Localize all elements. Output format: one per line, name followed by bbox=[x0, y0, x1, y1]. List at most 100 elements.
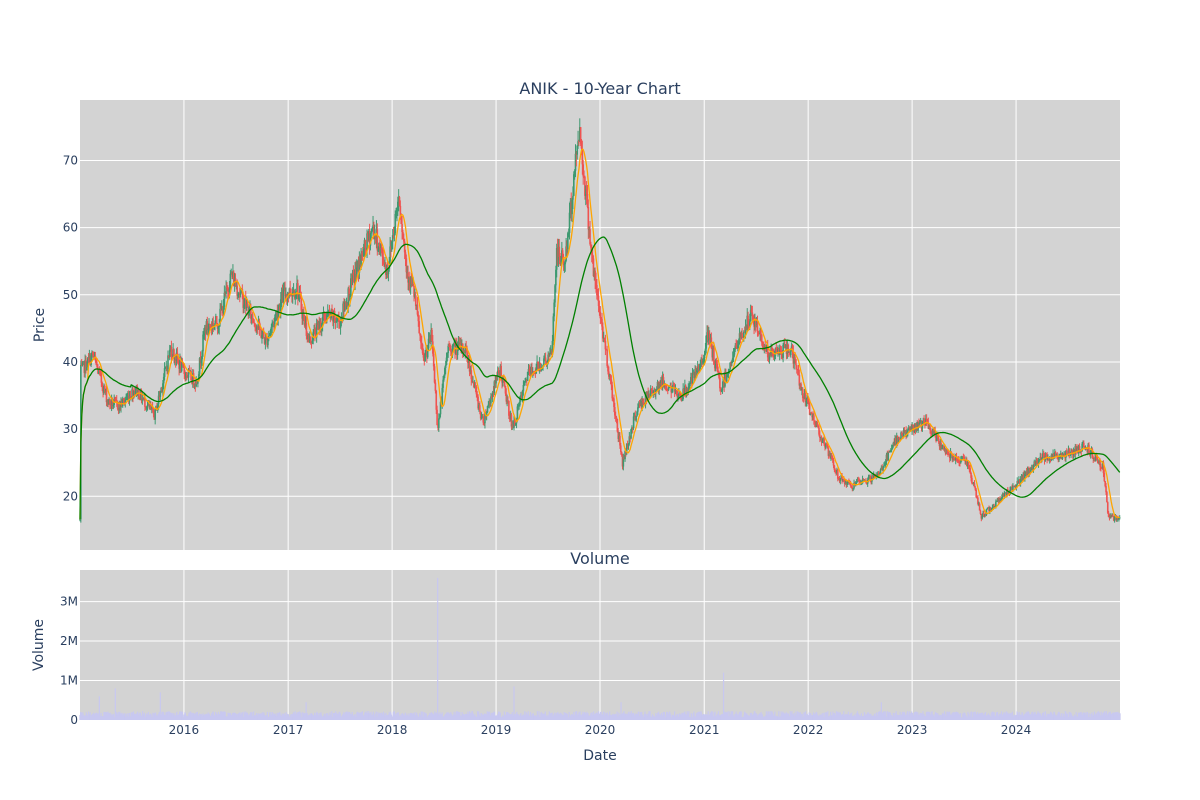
candle-body bbox=[815, 422, 818, 428]
candle-body bbox=[273, 317, 276, 325]
candle-body bbox=[516, 406, 519, 419]
candle-body bbox=[92, 354, 95, 357]
candle-body bbox=[951, 454, 954, 460]
candle-body bbox=[1036, 460, 1038, 462]
volume-bar bbox=[988, 714, 991, 720]
candle-body bbox=[792, 352, 795, 364]
candle-body bbox=[145, 407, 148, 409]
date-tick-label: 2024 bbox=[1001, 723, 1032, 737]
candle-body bbox=[845, 482, 848, 485]
candle-body bbox=[742, 337, 744, 339]
candle-body bbox=[880, 467, 883, 470]
candle-body bbox=[566, 246, 568, 249]
candle-body bbox=[226, 286, 228, 289]
candle-body bbox=[682, 388, 684, 399]
candle-body bbox=[443, 375, 445, 380]
candle-body bbox=[906, 431, 908, 435]
candle-body bbox=[788, 351, 790, 353]
candle-body bbox=[1118, 517, 1121, 519]
candle-body bbox=[942, 445, 944, 449]
volume-bar bbox=[1051, 712, 1053, 720]
candle-body bbox=[945, 452, 948, 454]
volume-bar bbox=[946, 711, 948, 720]
candle-body bbox=[905, 430, 907, 435]
candle-body bbox=[242, 293, 244, 308]
candle-body bbox=[896, 435, 899, 443]
candle-body bbox=[510, 414, 513, 427]
candle-body bbox=[195, 379, 197, 387]
candle-body bbox=[1025, 471, 1028, 476]
candle-body bbox=[565, 246, 567, 261]
candle-body bbox=[777, 349, 779, 354]
candle-body bbox=[96, 364, 98, 368]
candle-body bbox=[432, 341, 434, 354]
candle-body bbox=[965, 460, 968, 467]
candle-body bbox=[238, 293, 240, 295]
candle-body bbox=[391, 241, 393, 250]
candle-body bbox=[352, 272, 355, 276]
candle-body bbox=[519, 396, 521, 406]
candle-body bbox=[1027, 470, 1030, 475]
volume-bar bbox=[706, 714, 708, 720]
candle-body bbox=[712, 348, 714, 358]
candle-body bbox=[156, 404, 159, 411]
volume-bar bbox=[947, 711, 949, 720]
volume-bar bbox=[196, 711, 198, 720]
volume-bar bbox=[180, 711, 182, 720]
candle-body bbox=[197, 381, 199, 384]
candle-body bbox=[1005, 492, 1007, 497]
candle-body bbox=[246, 304, 249, 307]
candle-body bbox=[944, 448, 947, 454]
candle-body bbox=[696, 366, 699, 371]
candle-body bbox=[909, 427, 912, 429]
candle-body bbox=[676, 390, 678, 397]
candle-body bbox=[893, 442, 895, 445]
candle-body bbox=[559, 256, 561, 261]
candle-body bbox=[1058, 457, 1060, 460]
candle-body bbox=[666, 388, 668, 390]
candle-body bbox=[1000, 499, 1002, 501]
volume-bar bbox=[421, 711, 423, 720]
candle-body bbox=[764, 346, 766, 348]
candle-body bbox=[549, 350, 552, 354]
volume-bar bbox=[620, 702, 622, 720]
candle-body bbox=[967, 462, 970, 466]
candle-body bbox=[634, 415, 637, 421]
candle-body bbox=[1047, 458, 1049, 460]
candle-body bbox=[708, 333, 711, 340]
candle-body bbox=[387, 269, 390, 275]
candle-body bbox=[339, 320, 342, 328]
candle-body bbox=[165, 366, 168, 368]
candle-body bbox=[968, 465, 971, 469]
volume-bar bbox=[237, 713, 239, 720]
candle-body bbox=[538, 363, 541, 371]
candle-body bbox=[602, 337, 605, 339]
candle-body bbox=[752, 316, 755, 320]
candle-body bbox=[671, 387, 673, 393]
candle-body bbox=[850, 485, 853, 488]
date-tick-label: 2019 bbox=[481, 723, 512, 737]
candle-body bbox=[383, 263, 385, 267]
candle-body bbox=[146, 405, 149, 408]
candle-body bbox=[763, 346, 766, 349]
volume-bar bbox=[423, 711, 425, 720]
candle-body bbox=[374, 234, 377, 240]
candle-body bbox=[257, 321, 260, 329]
candle-body bbox=[528, 368, 531, 372]
volume-bar bbox=[655, 713, 657, 720]
candle-body bbox=[1020, 475, 1023, 480]
candle-body bbox=[750, 309, 753, 313]
candle-body bbox=[855, 481, 858, 483]
candle-body bbox=[1028, 468, 1030, 475]
candle-body bbox=[289, 288, 291, 295]
candle-body bbox=[974, 487, 977, 490]
candle-body bbox=[275, 311, 278, 314]
candle-body bbox=[803, 393, 806, 399]
candle-body bbox=[767, 357, 770, 360]
candle-body bbox=[369, 233, 372, 246]
candle-body bbox=[877, 471, 880, 475]
candle-body bbox=[359, 259, 362, 265]
long-moving-average-line bbox=[79, 236, 1121, 520]
candle-body bbox=[403, 241, 406, 253]
candle-body bbox=[433, 366, 436, 383]
